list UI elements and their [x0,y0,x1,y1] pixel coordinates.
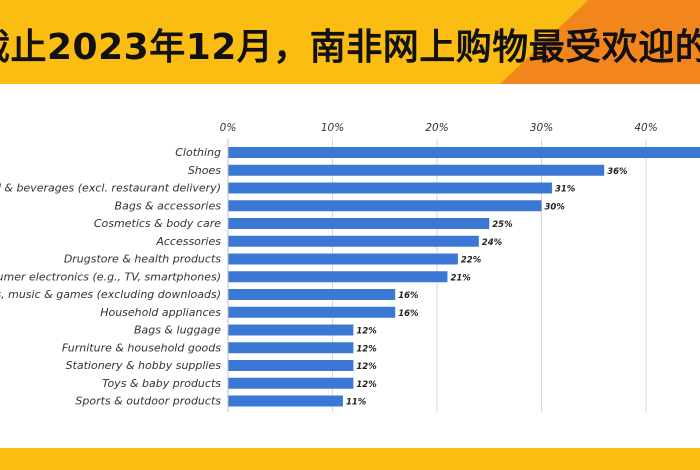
data-label: 16% [398,291,419,301]
bar [228,200,542,212]
footer-band [0,448,700,470]
category-label: Toys & baby products [102,377,221,390]
x-tick-label: 20% [425,122,448,134]
category-label: Stationery & hobby supplies [66,359,222,372]
data-label: 12% [356,380,377,390]
category-label: Books, music & games (excluding download… [0,288,221,301]
category-label: Drugstore & health products [64,253,221,266]
bar [228,147,700,158]
data-label: 11% [346,398,367,408]
category-label: Cosmetics & body care [94,217,221,230]
bar [228,235,479,247]
data-label: 12% [356,327,377,337]
category-label: Clothing [175,146,221,159]
bar [228,377,354,389]
data-label: 21% [450,273,471,283]
bar [228,271,448,283]
data-label: 25% [492,220,513,230]
x-tick-label: 40% [634,122,657,134]
bar [228,164,605,176]
category-label: Furniture & household goods [62,341,221,354]
chart-area: 0% 10% 20% 30% 40% Clothing Shoes 36% Food & bev… [0,84,700,448]
category-label: Accessories [155,235,221,248]
category-label: Shoes [188,164,221,177]
title-banner: 截止2023年12月，南非网上购物最受欢迎的类 [0,0,700,84]
bar [228,182,552,194]
bar-chart: 0% 10% 20% 30% 40% Clothing Shoes 36% Food & bev… [0,122,700,412]
data-label: 31% [555,185,576,195]
bar [228,360,354,371]
category-label: Consumer electronics (e.g., TV, smartpho… [0,270,221,283]
bar [228,218,490,229]
bar [228,306,396,318]
data-label: 36% [607,167,628,177]
data-label: 30% [545,202,566,212]
category-label: Sports & outdoor products [75,395,221,408]
data-label: 24% [482,238,503,248]
category-label: Bags & accessories [115,199,222,212]
category-label: Food & beverages (excl. restaurant deliv… [0,182,221,195]
category-label: Household appliances [100,306,221,319]
bar [228,342,354,354]
data-label: 12% [356,344,377,354]
category-label: Bags & luggage [134,324,221,337]
bar [228,324,354,336]
data-label: 22% [461,256,482,266]
x-tick-label: 30% [530,122,553,134]
bar [228,395,343,407]
x-tick-label: 10% [321,122,344,134]
page-title: 截止2023年12月，南非网上购物最受欢迎的类 [0,27,700,68]
x-tick-label: 0% [220,122,237,134]
bar [228,289,396,300]
data-label: 16% [398,309,419,319]
bar [228,253,458,265]
data-label: 12% [356,362,377,372]
